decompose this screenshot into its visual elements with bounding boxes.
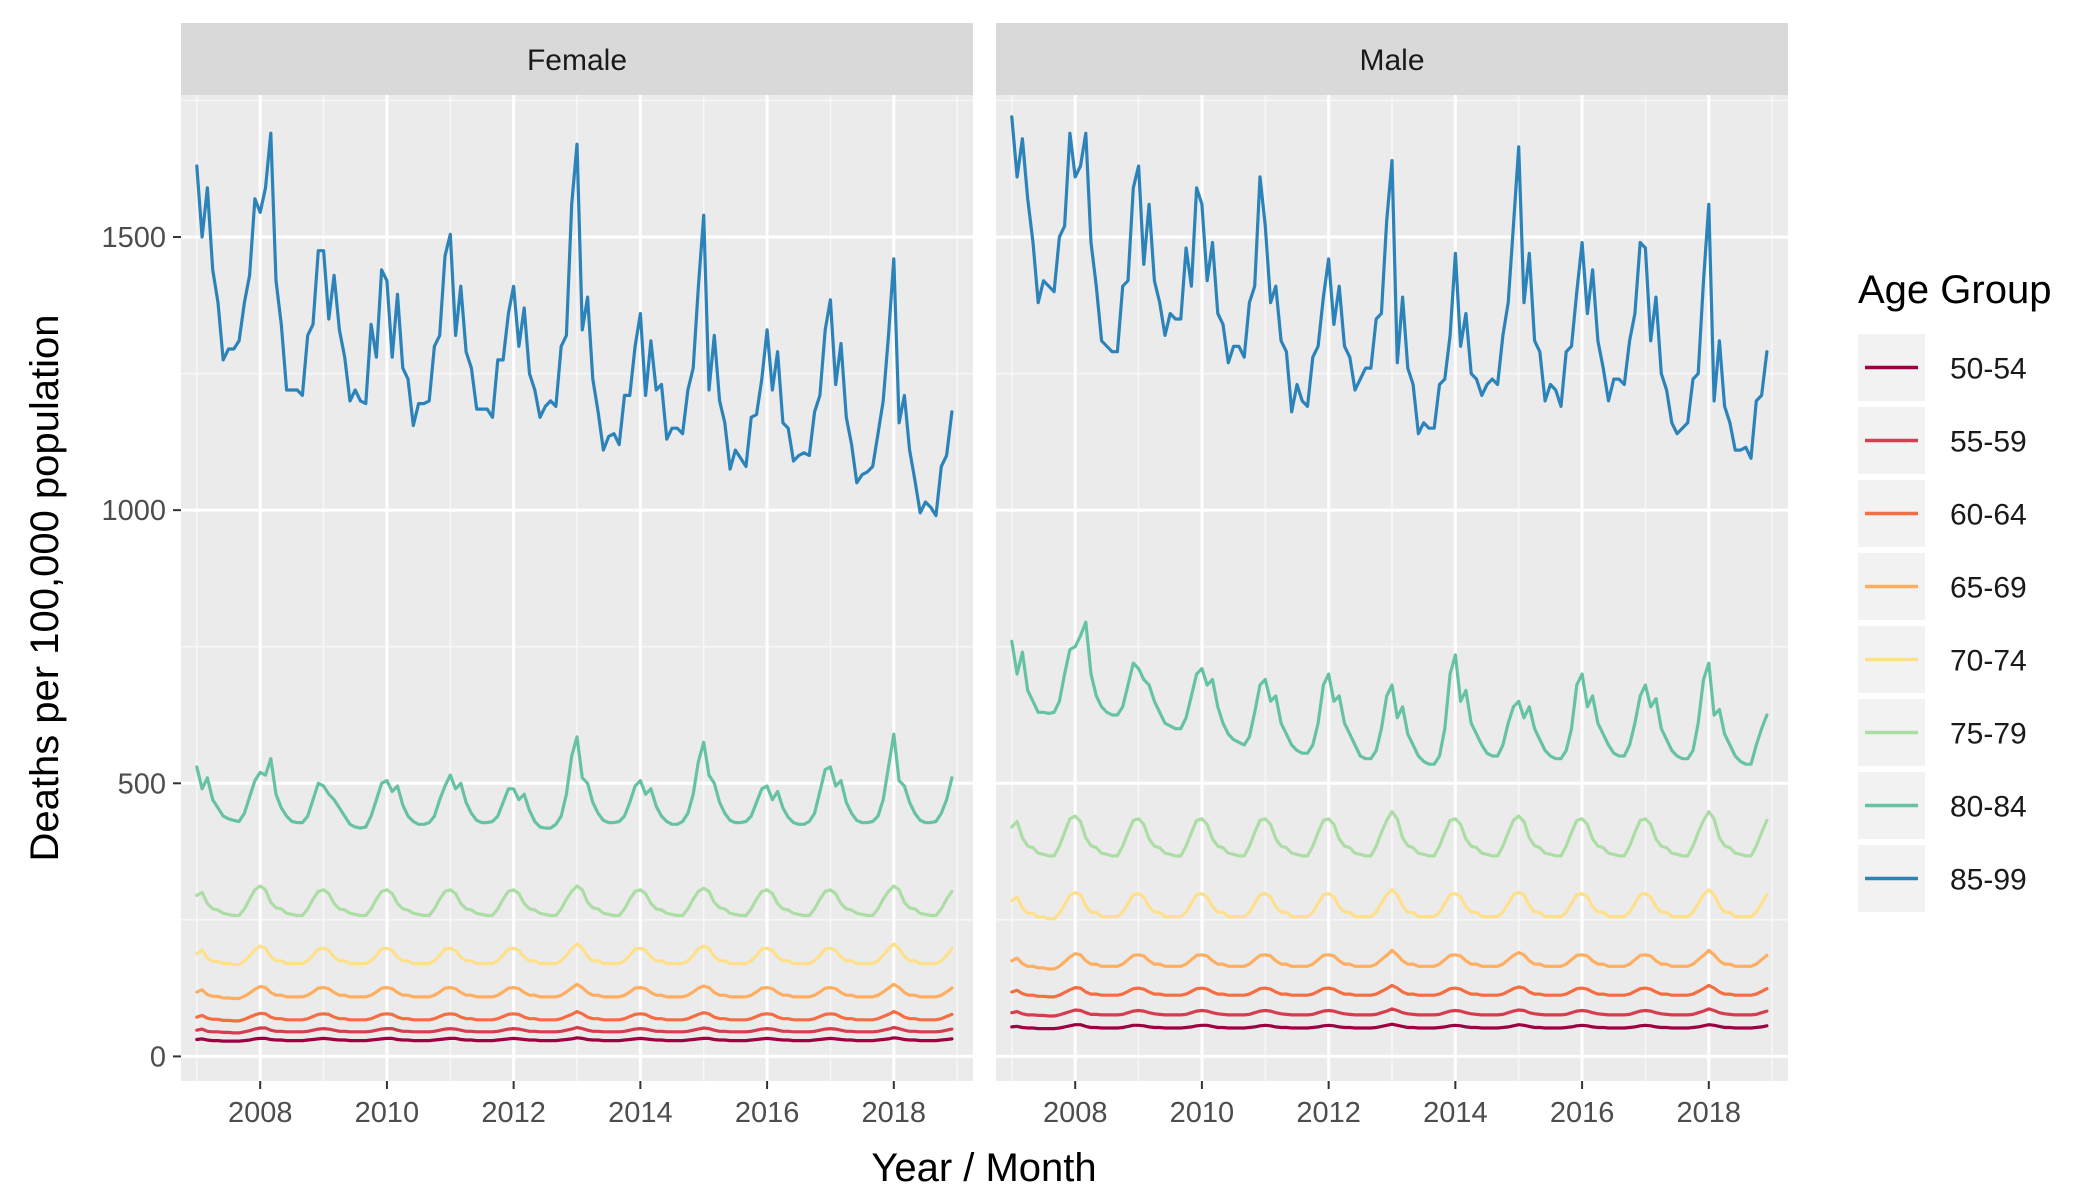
x-tick-label: 2010 — [355, 1097, 420, 1129]
y-tick-label: 1000 — [101, 495, 166, 527]
x-axis-title: Year / Month — [871, 1146, 1096, 1190]
x-tick-label: 2014 — [608, 1097, 673, 1129]
series-line-55-59-female — [195, 1025, 954, 1035]
series-line-60-64-male — [1010, 983, 1769, 999]
y-tick-label: 500 — [118, 768, 166, 800]
legend-label-75-79: 75-79 — [1950, 718, 2027, 751]
series-line-65-69-female — [195, 982, 954, 1001]
legend-label-60-64: 60-64 — [1950, 499, 2027, 532]
legend-label-85-99: 85-99 — [1950, 864, 2027, 897]
series-line-85-99-female — [195, 131, 954, 518]
legend-label-55-59: 55-59 — [1950, 426, 2027, 459]
legend: 50-54 55-59 60-64 65-69 70-74 75-79 80-84 85-99 — [1858, 334, 2027, 912]
x-axis-female: 2008 2010 2012 2014 2016 2018 — [228, 1081, 926, 1129]
x-tick-label: 2016 — [735, 1097, 800, 1129]
legend-label-65-69: 65-69 — [1950, 572, 2027, 605]
y-axis-title: Deaths per 100,000 population — [23, 314, 67, 861]
x-tick-label: 2014 — [1423, 1097, 1488, 1129]
x-tick-label: 2008 — [228, 1097, 293, 1129]
series-line-70-74-female — [195, 942, 954, 967]
x-tick-label: 2018 — [1677, 1097, 1742, 1129]
lines-male — [1010, 115, 1769, 1031]
series-line-50-54-male — [1010, 1022, 1769, 1031]
series-line-70-74-male — [1010, 888, 1769, 921]
series-line-50-54-female — [195, 1036, 954, 1043]
x-axis-male: 2008 2010 2012 2014 2016 2018 — [1043, 1081, 1741, 1129]
strip-label-female: Female — [527, 44, 627, 77]
series-line-55-59-male — [1010, 1007, 1769, 1018]
lines-female — [195, 131, 954, 1043]
series-line-85-99-male — [1010, 115, 1769, 460]
series-line-75-79-male — [1010, 810, 1769, 858]
series-line-80-84-male — [1010, 620, 1769, 766]
series-line-75-79-female — [195, 884, 954, 918]
legend-label-50-54: 50-54 — [1950, 353, 2027, 386]
x-tick-label: 2012 — [481, 1097, 546, 1129]
series-line-80-84-female — [195, 732, 954, 830]
legend-title: Age Group — [1858, 268, 2051, 312]
y-axis: 0 500 1000 1500 — [101, 222, 181, 1073]
strip-background-male — [996, 23, 1788, 95]
x-tick-label: 2008 — [1043, 1097, 1108, 1129]
legend-label-70-74: 70-74 — [1950, 645, 2027, 678]
x-tick-label: 2016 — [1550, 1097, 1615, 1129]
y-tick-label: 0 — [150, 1041, 166, 1073]
y-tick-label: 1500 — [101, 222, 166, 254]
series-line-60-64-female — [195, 1009, 954, 1023]
legend-label-80-84: 80-84 — [1950, 791, 2027, 824]
x-tick-label: 2018 — [862, 1097, 927, 1129]
x-tick-label: 2012 — [1296, 1097, 1361, 1129]
series-line-65-69-male — [1010, 948, 1769, 971]
strip-label-male: Male — [1359, 44, 1424, 77]
x-tick-label: 2010 — [1170, 1097, 1235, 1129]
strip-background-female — [181, 23, 973, 95]
